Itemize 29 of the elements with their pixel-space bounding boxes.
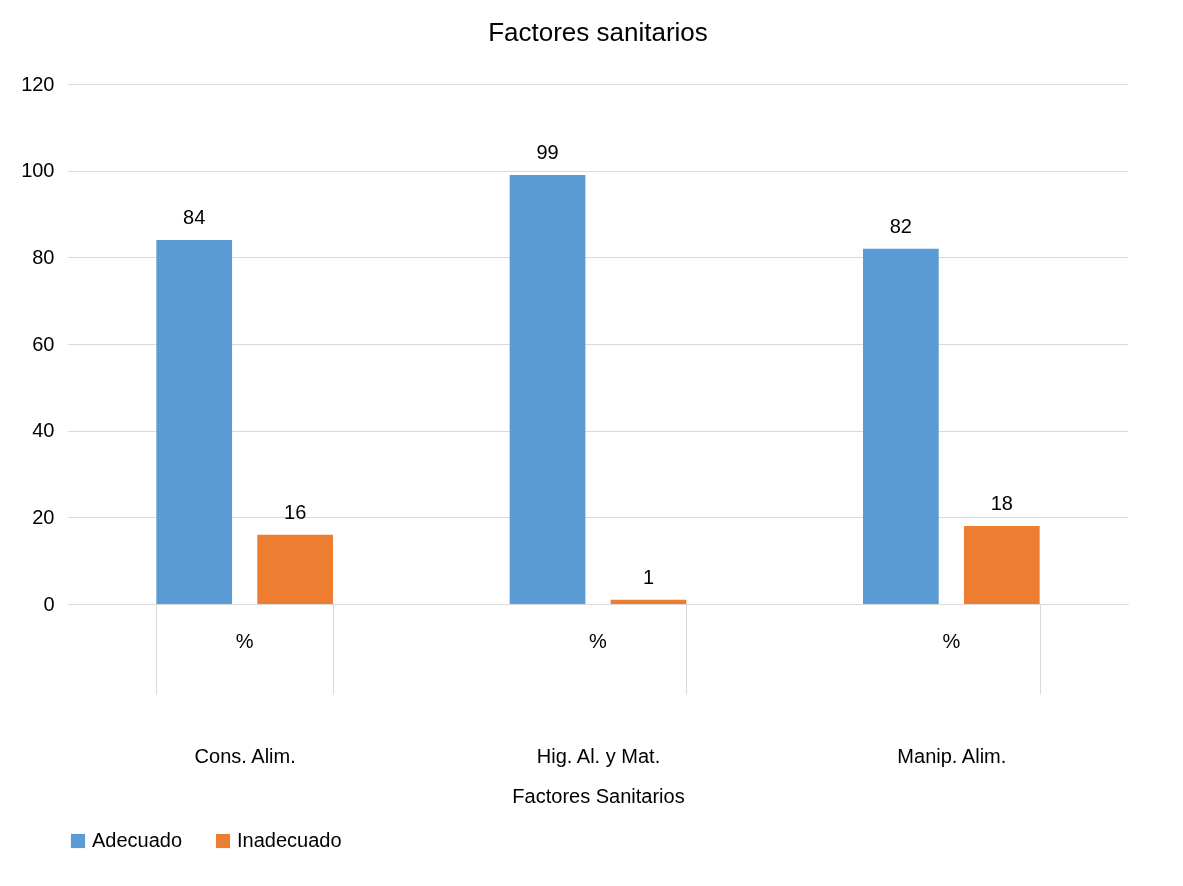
y-tick-label: 120 xyxy=(21,72,55,95)
legend-label: Adecuado xyxy=(92,829,183,851)
data-label: 18 xyxy=(990,492,1013,514)
text: % xyxy=(942,630,961,652)
y-tick-label: 80 xyxy=(32,245,55,268)
data-label: 84 xyxy=(183,206,206,228)
data-label: 82 xyxy=(889,214,912,237)
y-tick-label: 40 xyxy=(32,419,55,442)
text: % xyxy=(235,630,254,652)
y-tick-label: 100 xyxy=(21,159,55,182)
data-label: 16 xyxy=(284,500,307,523)
x-tick-label: Cons. Alim. xyxy=(194,744,296,767)
data-label: 1 xyxy=(642,565,655,588)
bar xyxy=(257,534,333,604)
bar xyxy=(156,240,233,604)
y-tick-label: 60 xyxy=(32,332,55,355)
bar xyxy=(509,175,586,604)
x-tick-label: Hig. Al. y Mat. xyxy=(536,744,661,767)
data-label: 99 xyxy=(536,141,559,163)
x-tick-label: Manip. Alim. xyxy=(897,744,1007,767)
y-tick-label: 20 xyxy=(32,505,55,528)
text: % xyxy=(589,630,608,652)
y-tick-label: 0 xyxy=(43,592,55,615)
bar xyxy=(963,526,1040,604)
x-axis-title: Factores Sanitarios xyxy=(512,784,685,807)
bar xyxy=(610,599,687,604)
chart-title: Factores sanitarios xyxy=(488,17,708,47)
legend-label: Inadecuado xyxy=(237,829,342,851)
bar xyxy=(863,248,939,604)
